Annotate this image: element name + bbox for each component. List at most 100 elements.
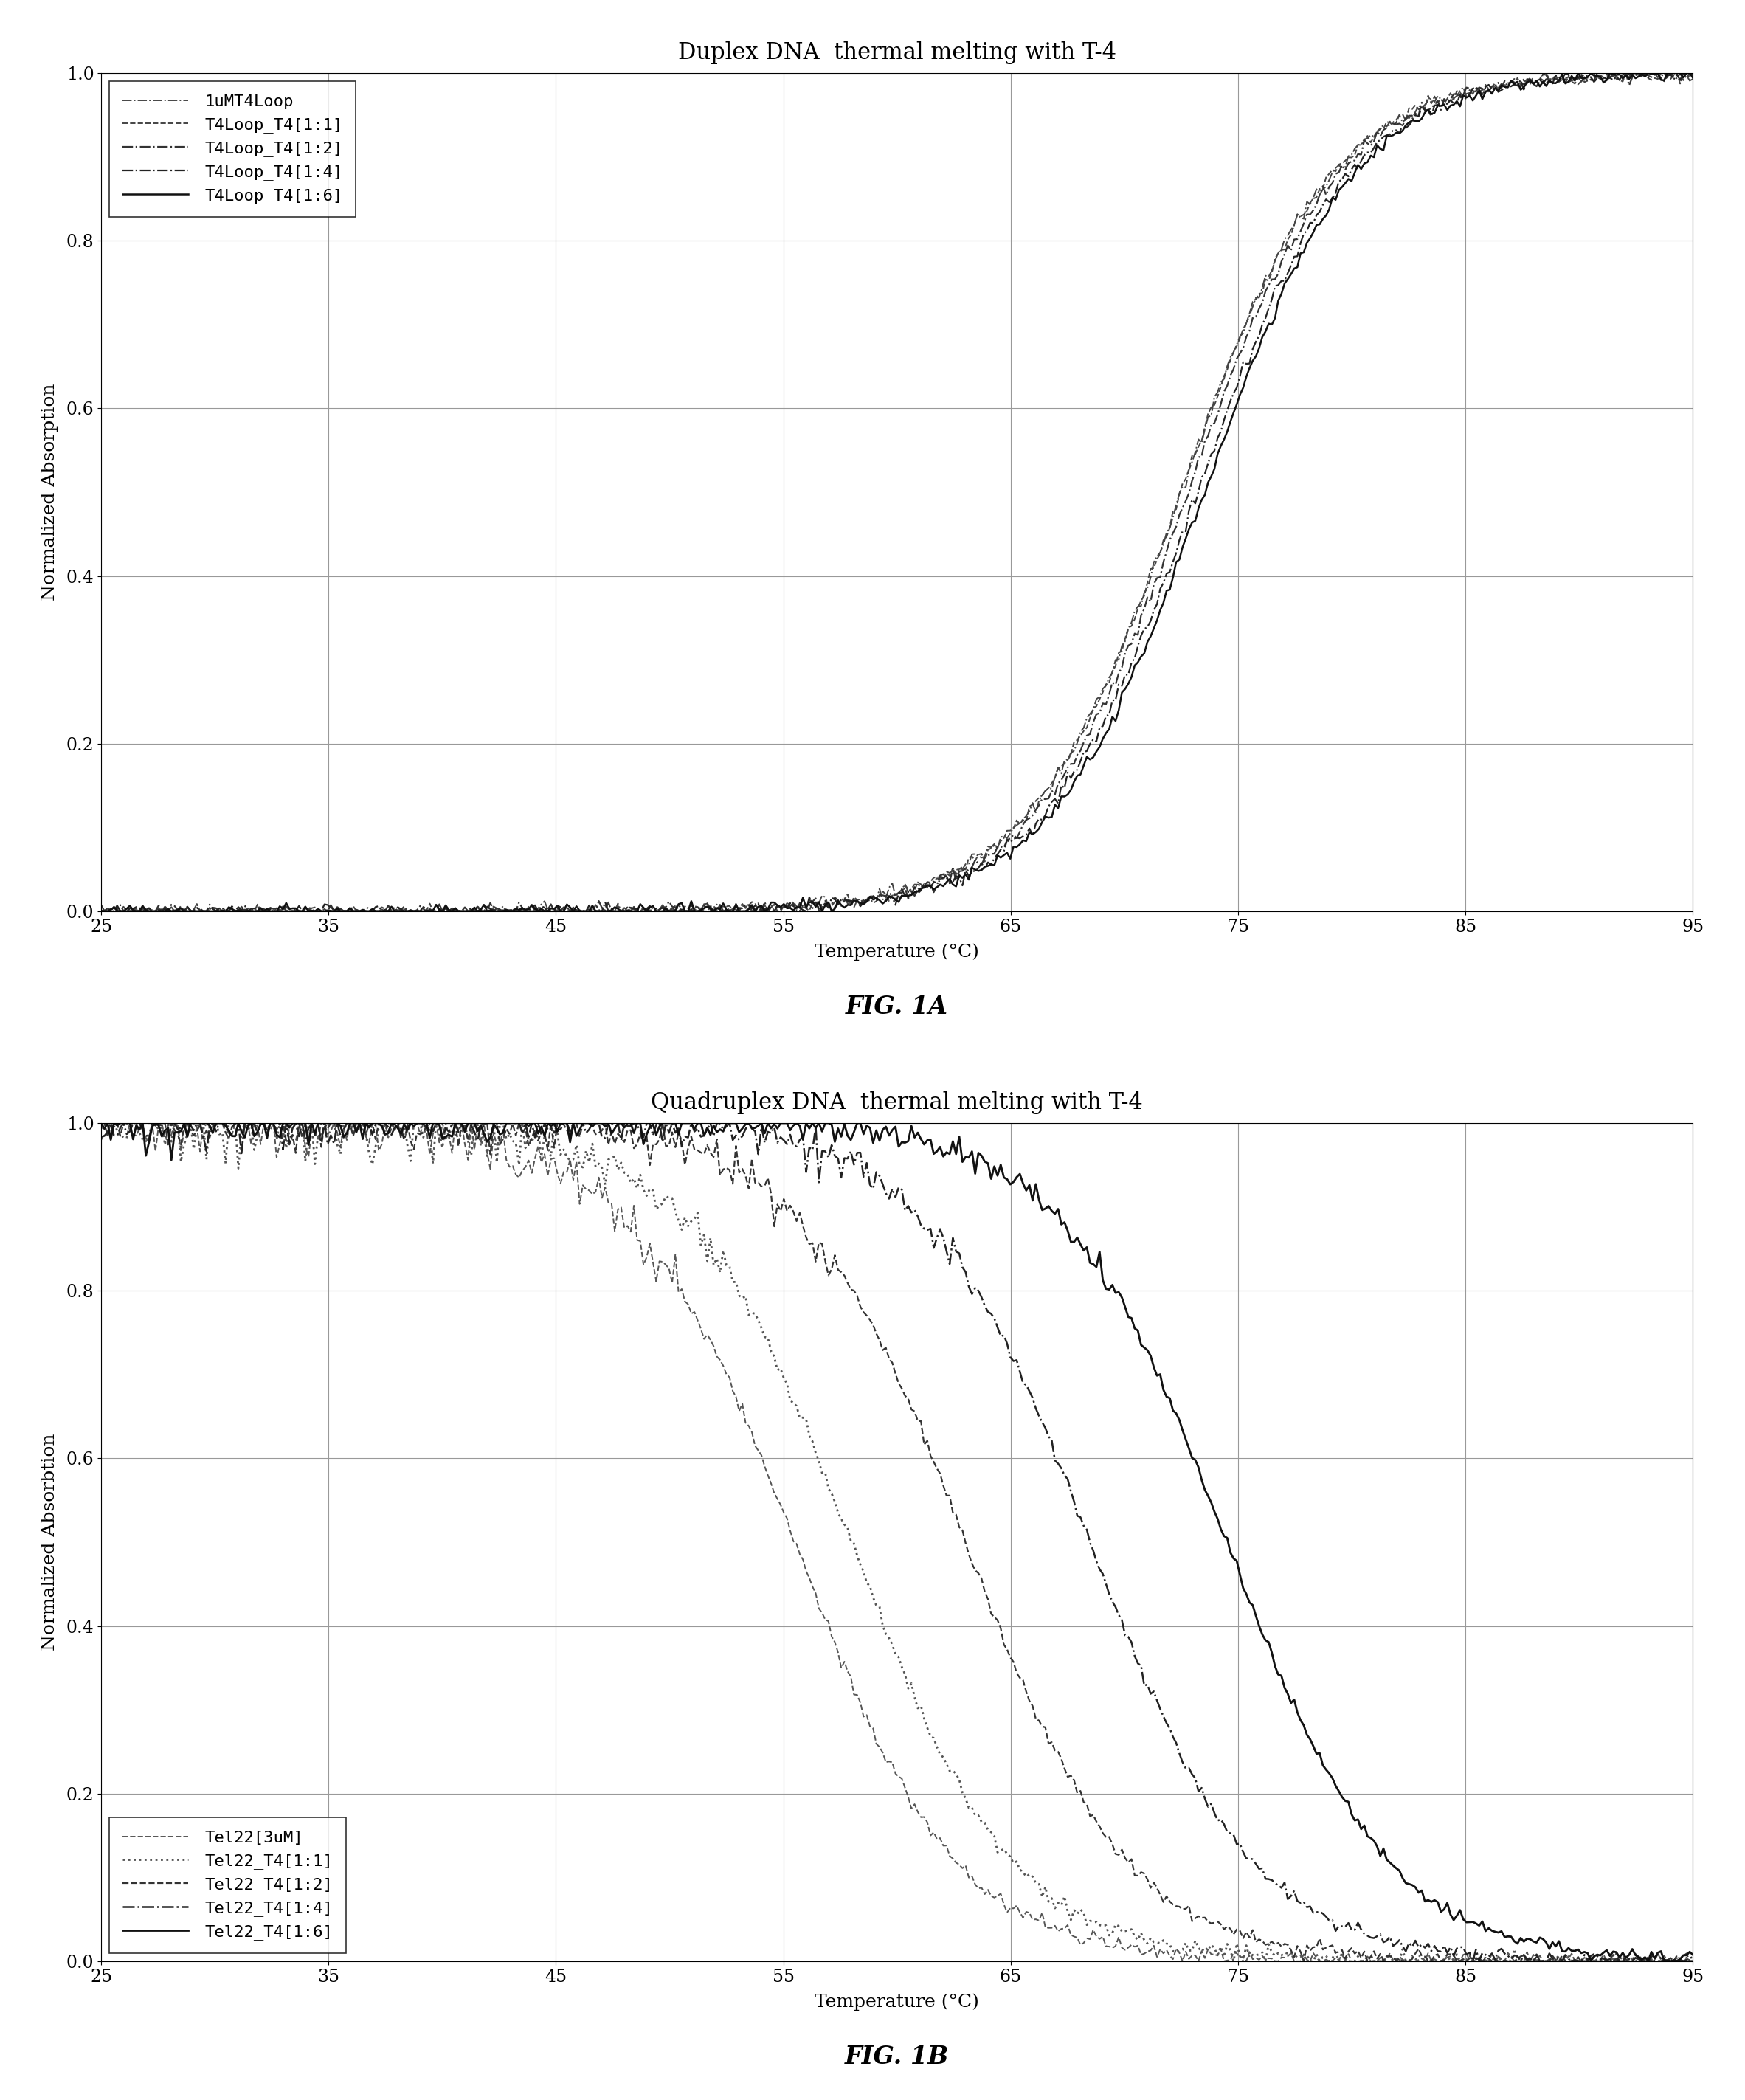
- T4Loop_T4[1:4]: [860, 888, 881, 914]
- Line: Tel22_T4[1:6]: Tel22_T4[1:6]: [101, 1124, 1693, 1961]
- Line: T4Loop_T4[1:4]: T4Loop_T4[1:4]: [101, 74, 1693, 911]
- 1uMT4Loop: [1398, 105, 1419, 130]
- Tel22_T4[1:6]: [857, 1113, 878, 1138]
- T4Loop_T4[1:6]: [1396, 113, 1417, 139]
- Tel22_T4[1:1]: [955, 1785, 975, 1810]
- T4Loop_T4[1:1]: [955, 857, 975, 882]
- Tel22_T4[1:1]: [850, 1552, 871, 1577]
- Tel22[3uM]: [1173, 1949, 1194, 1974]
- 1uMT4Loop: [850, 890, 871, 916]
- Line: Tel22_T4[1:4]: Tel22_T4[1:4]: [101, 1124, 1693, 1961]
- Title: Quadruplex DNA  thermal melting with T-4: Quadruplex DNA thermal melting with T-4: [651, 1092, 1143, 1113]
- T4Loop_T4[1:6]: [846, 888, 867, 914]
- T4Loop_T4[1:4]: [1612, 61, 1633, 86]
- T4Loop_T4[1:6]: [1038, 804, 1059, 830]
- T4Loop_T4[1:1]: [860, 882, 881, 907]
- Tel22_T4[1:1]: [94, 1111, 115, 1136]
- Tel22_T4[1:2]: [1682, 1949, 1703, 1974]
- Tel22_T4[1:1]: [91, 1115, 112, 1140]
- Line: T4Loop_T4[1:6]: T4Loop_T4[1:6]: [101, 74, 1693, 911]
- T4Loop_T4[1:6]: [953, 865, 974, 890]
- Tel22_T4[1:1]: [1223, 1949, 1244, 1974]
- Y-axis label: Normalized Absorption: Normalized Absorption: [40, 384, 58, 601]
- T4Loop_T4[1:2]: [1042, 779, 1063, 804]
- T4Loop_T4[1:2]: [955, 855, 975, 880]
- T4Loop_T4[1:2]: [1651, 65, 1672, 90]
- Tel22_T4[1:6]: [1038, 1193, 1059, 1218]
- Tel22_T4[1:6]: [1396, 1871, 1417, 1896]
- Line: T4Loop_T4[1:1]: T4Loop_T4[1:1]: [101, 74, 1693, 911]
- 1uMT4Loop: [1042, 777, 1063, 802]
- Tel22[3uM]: [1401, 1949, 1422, 1974]
- Tel22[3uM]: [1651, 1947, 1672, 1972]
- 1uMT4Loop: [1682, 67, 1703, 92]
- T4Loop_T4[1:2]: [1586, 61, 1607, 86]
- T4Loop_T4[1:1]: [1651, 61, 1672, 86]
- T4Loop_T4[1:2]: [94, 899, 115, 924]
- T4Loop_T4[1:4]: [955, 857, 975, 882]
- Legend: 1uMT4Loop, T4Loop_T4[1:1], T4Loop_T4[1:2], T4Loop_T4[1:4], T4Loop_T4[1:6]: 1uMT4Loop, T4Loop_T4[1:1], T4Loop_T4[1:2…: [110, 82, 356, 216]
- Y-axis label: Normalized Absorbtion: Normalized Absorbtion: [40, 1434, 58, 1651]
- 1uMT4Loop: [1651, 61, 1672, 86]
- Text: FIG. 1B: FIG. 1B: [845, 2045, 949, 2068]
- 1uMT4Loop: [955, 851, 975, 876]
- T4Loop_T4[1:1]: [1398, 94, 1419, 120]
- T4Loop_T4[1:2]: [1682, 61, 1703, 86]
- Tel22_T4[1:1]: [1042, 1886, 1063, 1911]
- Tel22_T4[1:2]: [857, 1302, 878, 1327]
- Tel22_T4[1:1]: [1401, 1945, 1422, 1970]
- T4Loop_T4[1:4]: [1398, 113, 1419, 139]
- Tel22_T4[1:2]: [1398, 1949, 1419, 1974]
- 1uMT4Loop: [860, 886, 881, 911]
- T4Loop_T4[1:4]: [850, 895, 871, 920]
- Tel22_T4[1:1]: [1651, 1949, 1672, 1974]
- T4Loop_T4[1:4]: [94, 899, 115, 924]
- T4Loop_T4[1:4]: [1651, 65, 1672, 90]
- Tel22_T4[1:1]: [1682, 1949, 1703, 1974]
- 1uMT4Loop: [94, 899, 115, 924]
- Tel22[3uM]: [91, 1128, 112, 1153]
- Tel22_T4[1:4]: [955, 1260, 975, 1285]
- Tel22[3uM]: [955, 1852, 975, 1877]
- Tel22_T4[1:6]: [1644, 1947, 1665, 1972]
- Tel22_T4[1:6]: [1654, 1949, 1675, 1974]
- Tel22_T4[1:4]: [91, 1124, 112, 1149]
- Tel22_T4[1:4]: [860, 1172, 881, 1197]
- Tel22_T4[1:1]: [860, 1573, 881, 1598]
- Title: Duplex DNA  thermal melting with T-4: Duplex DNA thermal melting with T-4: [677, 42, 1117, 63]
- Text: FIG. 1A: FIG. 1A: [846, 995, 948, 1018]
- Line: Tel22_T4[1:1]: Tel22_T4[1:1]: [101, 1124, 1693, 1961]
- Tel22_T4[1:2]: [91, 1111, 112, 1136]
- Line: Tel22[3uM]: Tel22[3uM]: [101, 1124, 1693, 1961]
- Tel22_T4[1:2]: [1038, 1730, 1059, 1756]
- T4Loop_T4[1:2]: [91, 892, 112, 918]
- Tel22_T4[1:6]: [1682, 1942, 1703, 1968]
- X-axis label: Temperature (°C): Temperature (°C): [815, 1993, 979, 2012]
- T4Loop_T4[1:6]: [1682, 65, 1703, 90]
- Tel22_T4[1:2]: [953, 1518, 974, 1544]
- T4Loop_T4[1:4]: [1042, 790, 1063, 815]
- T4Loop_T4[1:2]: [1398, 103, 1419, 128]
- Tel22_T4[1:4]: [99, 1111, 120, 1136]
- T4Loop_T4[1:1]: [1682, 65, 1703, 90]
- Tel22_T4[1:4]: [1651, 1949, 1672, 1974]
- Tel22[3uM]: [1042, 1915, 1063, 1940]
- Tel22[3uM]: [850, 1690, 871, 1716]
- T4Loop_T4[1:1]: [98, 899, 119, 924]
- T4Loop_T4[1:4]: [91, 899, 112, 924]
- T4Loop_T4[1:6]: [857, 888, 878, 914]
- T4Loop_T4[1:4]: [1682, 61, 1703, 86]
- Line: Tel22_T4[1:2]: Tel22_T4[1:2]: [101, 1124, 1693, 1961]
- T4Loop_T4[1:6]: [1581, 61, 1602, 86]
- T4Loop_T4[1:1]: [850, 886, 871, 911]
- T4Loop_T4[1:6]: [1647, 61, 1668, 86]
- T4Loop_T4[1:1]: [1042, 771, 1063, 796]
- Tel22_T4[1:6]: [953, 1149, 974, 1174]
- Line: T4Loop_T4[1:2]: T4Loop_T4[1:2]: [101, 74, 1693, 911]
- Legend: Tel22[3uM], Tel22_T4[1:1], Tel22_T4[1:2], Tel22_T4[1:4], Tel22_T4[1:6]: Tel22[3uM], Tel22_T4[1:1], Tel22_T4[1:2]…: [110, 1816, 346, 1953]
- Tel22_T4[1:4]: [1042, 1428, 1063, 1453]
- Tel22_T4[1:4]: [1462, 1949, 1483, 1974]
- Tel22[3uM]: [99, 1111, 120, 1136]
- T4Loop_T4[1:1]: [91, 899, 112, 924]
- Tel22_T4[1:4]: [1682, 1945, 1703, 1970]
